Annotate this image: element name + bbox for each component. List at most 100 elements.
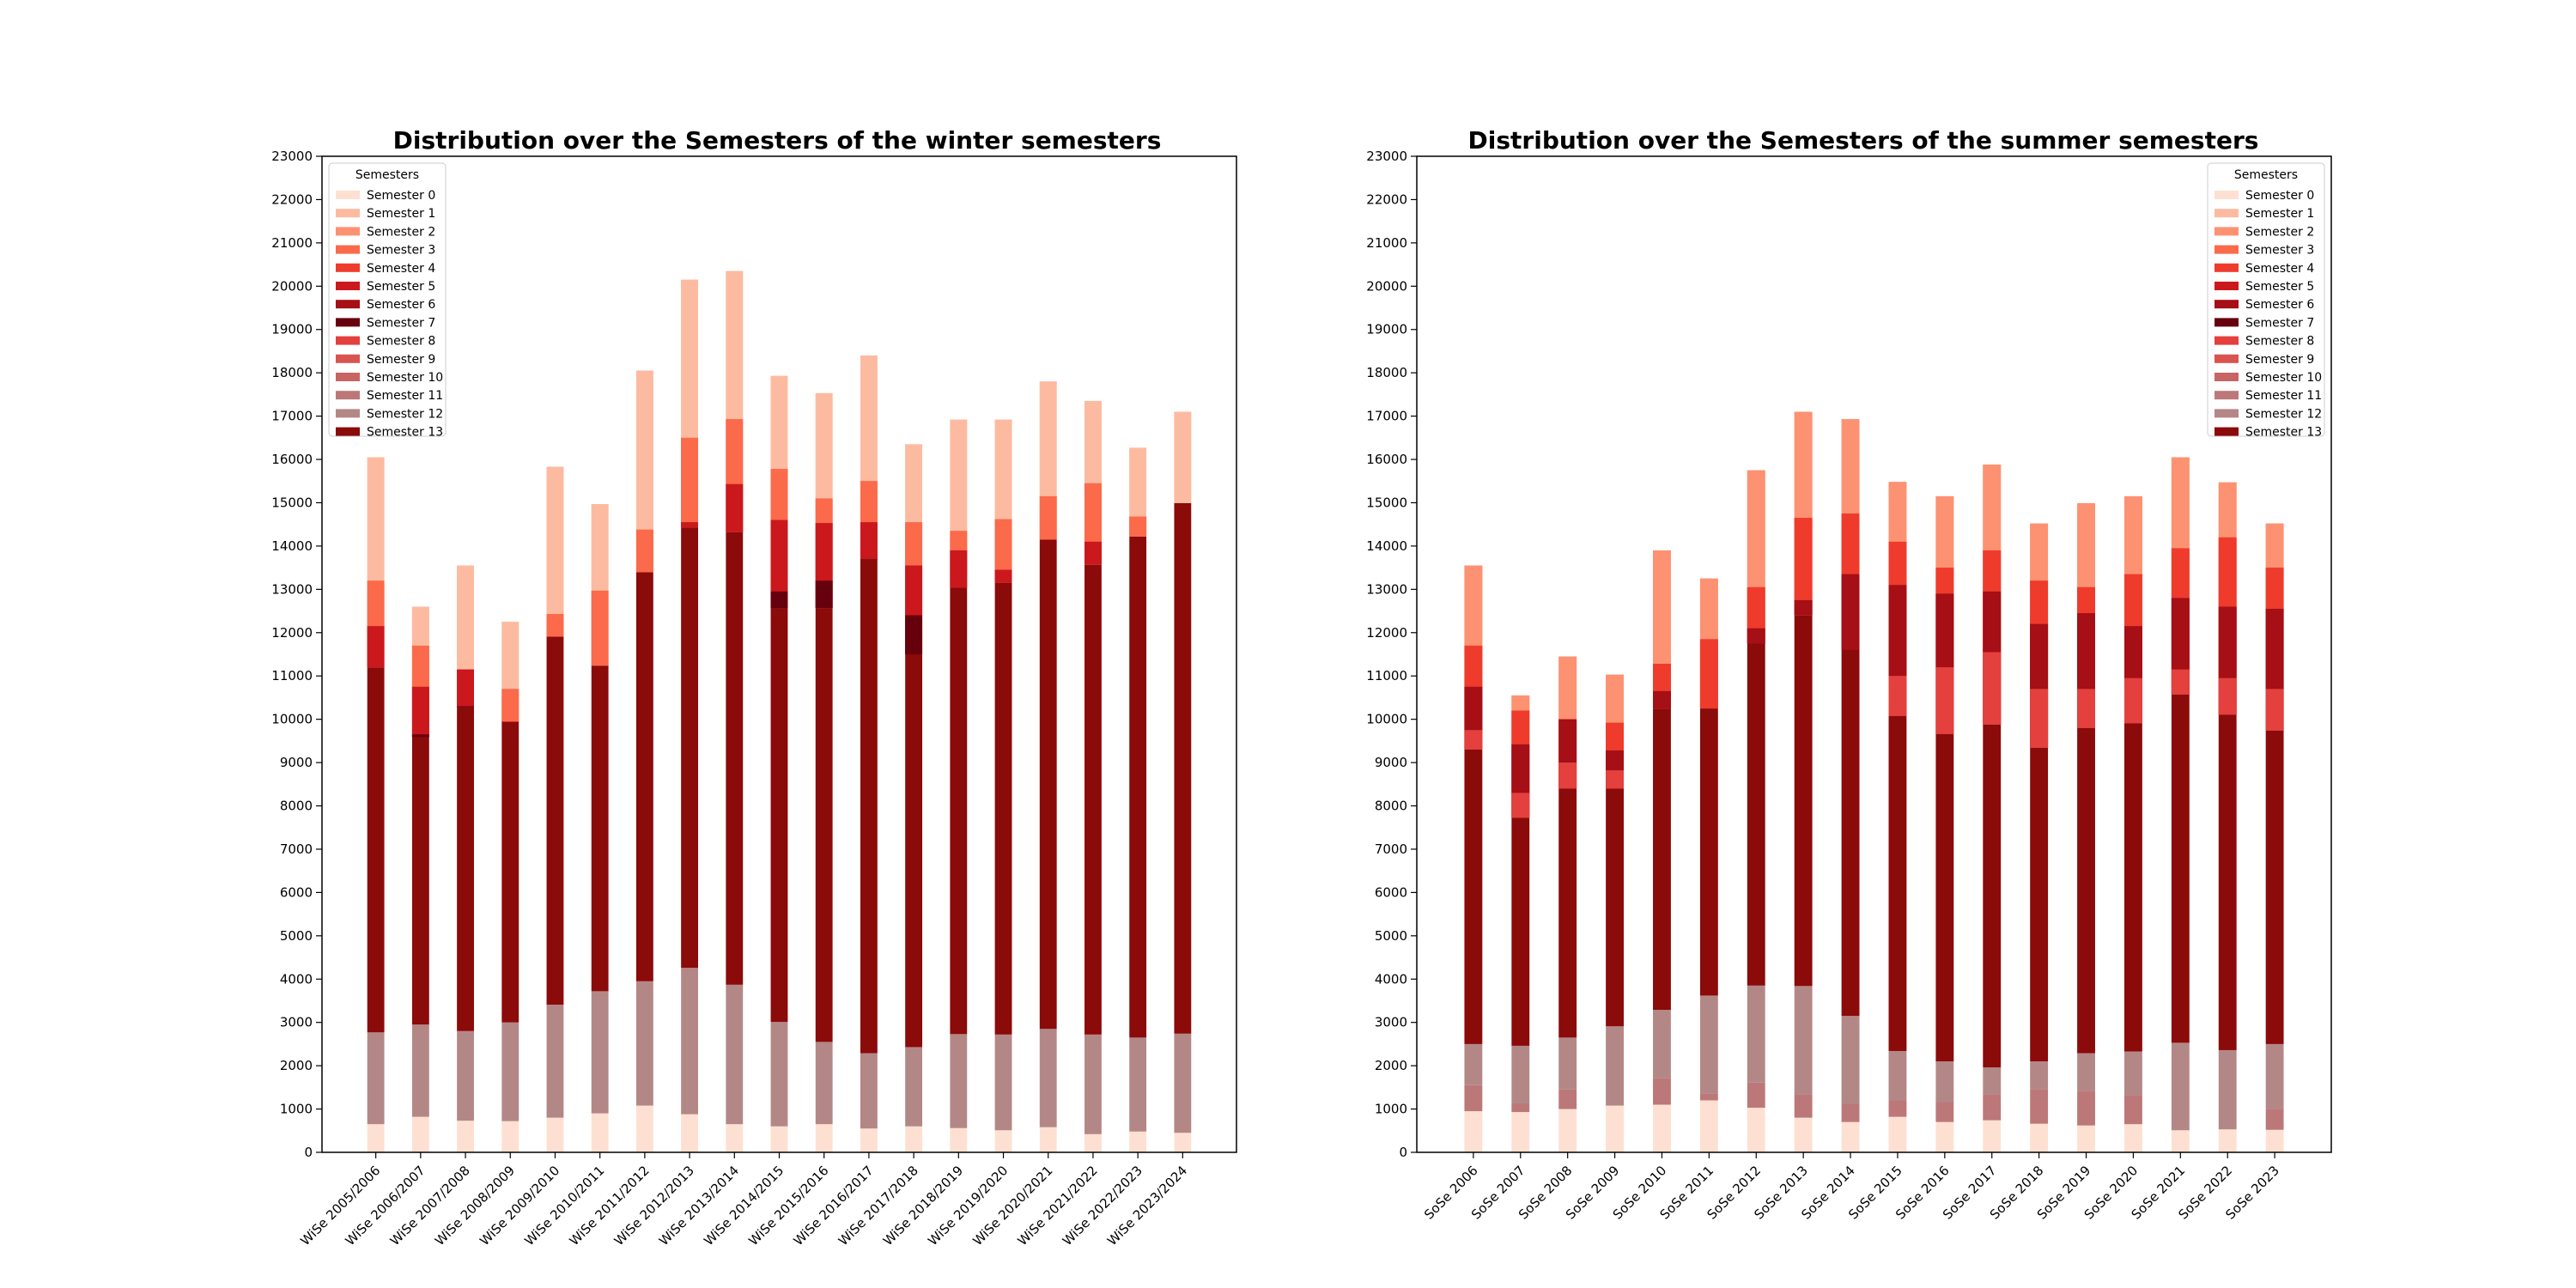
bar-segment <box>860 559 878 1054</box>
x-tick-label: WiSe 2014/2015 <box>701 1163 787 1249</box>
legend-swatch <box>2215 209 2239 218</box>
bar-segment <box>815 392 833 499</box>
y-tick-label: 11000 <box>271 668 313 683</box>
bar-segment <box>1888 585 1907 677</box>
y-tick-label: 5000 <box>280 928 313 944</box>
bar-stack <box>1039 381 1057 1152</box>
bar-segment <box>1511 1045 1530 1104</box>
summer-semesters-chart: Distribution over the Semesters of the s… <box>1366 126 2332 1223</box>
bar-segment <box>457 565 474 670</box>
bar-segment <box>1084 1133 1102 1152</box>
bar-segment <box>2077 1091 2095 1126</box>
bar-segment <box>1511 1103 1530 1113</box>
bar-segment <box>546 466 564 615</box>
bar-stack <box>1174 411 1192 1152</box>
bar-segment <box>681 437 699 523</box>
bar-segment <box>2124 723 2142 1052</box>
legend-swatch <box>336 391 360 400</box>
bar-segment <box>1935 1061 1954 1103</box>
bar-segment <box>681 968 699 1115</box>
bar-segment <box>367 1032 385 1125</box>
bar-segment <box>1983 550 2002 592</box>
legend-title: Semesters <box>2234 168 2298 182</box>
bar-segment <box>1653 1104 1671 1152</box>
y-tick-label: 4000 <box>1375 971 1407 987</box>
y-tick-label: 18000 <box>1366 365 1407 380</box>
bar-segment <box>1511 1112 1530 1152</box>
legend-item: Semester 13 <box>2215 426 2322 440</box>
bar-segment <box>591 590 609 666</box>
y-tick-label: 18000 <box>271 365 313 380</box>
bar-segment <box>681 1114 699 1152</box>
y-tick-label: 3000 <box>280 1015 313 1030</box>
legend-item: Semester 7 <box>336 316 435 330</box>
bar-stack <box>1699 578 1718 1152</box>
bar-segment <box>1935 495 1954 568</box>
bar-segment <box>815 1124 833 1152</box>
legend-swatch <box>2215 318 2239 327</box>
bar-segment <box>994 569 1012 583</box>
y-tick-label: 20000 <box>1366 278 1407 294</box>
bar-segment <box>501 622 519 690</box>
bar-segment <box>501 689 519 722</box>
bar-segment <box>2171 1042 2190 1131</box>
bar-segment <box>2030 1089 2049 1124</box>
bar-segment <box>2077 1053 2095 1091</box>
bar-segment <box>681 522 699 528</box>
bar-segment <box>2124 495 2142 574</box>
bar-segment <box>1129 1131 1147 1152</box>
legend-label: Semester 5 <box>367 280 435 294</box>
bar-segment <box>905 565 923 616</box>
bar-segment <box>501 721 519 722</box>
legend-swatch <box>2215 391 2239 400</box>
x-tick-label: WiSe 2008/2009 <box>432 1163 518 1249</box>
y-tick-label: 16000 <box>1366 452 1407 467</box>
legend-item: Semester 5 <box>336 280 435 294</box>
bar-segment <box>2171 598 2190 670</box>
y-tick-label: 14000 <box>271 538 313 554</box>
bar-segment <box>1511 695 1530 711</box>
bar-stack <box>367 457 385 1152</box>
bar-segment <box>2030 1123 2049 1152</box>
bar-segment <box>2218 714 2237 1050</box>
bar-segment <box>411 1116 429 1152</box>
bar-segment <box>2265 730 2284 1044</box>
bar-segment <box>1888 1050 1907 1101</box>
bar-segment <box>546 614 564 637</box>
bar-segment <box>1747 628 1765 644</box>
bar-segment <box>501 721 519 1023</box>
bar-stack <box>770 375 788 1152</box>
bar-segment <box>815 580 833 609</box>
legend-item: Semester 1 <box>336 207 435 221</box>
bar-segment <box>815 608 833 1042</box>
x-tick-label: WiSe 2019/2020 <box>925 1163 1011 1249</box>
legend-label: Semester 5 <box>2245 280 2314 294</box>
bar-segment <box>411 737 429 1025</box>
bar-segment <box>591 665 609 992</box>
bar-segment <box>1653 708 1671 1011</box>
bar-segment <box>1464 1111 1483 1152</box>
bar-segment <box>1464 1084 1483 1112</box>
bar-segment <box>1841 513 1860 574</box>
legend-swatch <box>336 227 360 236</box>
bar-segment <box>994 519 1012 570</box>
bar-stack <box>1511 695 1530 1152</box>
bar-segment <box>1606 788 1624 1027</box>
bar-segment <box>2265 523 2284 568</box>
y-tick-label: 1000 <box>280 1102 313 1117</box>
bar-segment <box>1841 1121 1860 1152</box>
bar-segment <box>367 457 385 581</box>
bar-segment <box>1174 1033 1192 1133</box>
x-tick-label: WiSe 2009/2010 <box>477 1163 562 1249</box>
bar-segment <box>994 1034 1012 1131</box>
legend-item: Semester 0 <box>2215 189 2314 203</box>
bar-segment <box>2030 623 2049 690</box>
bar-segment <box>905 615 923 654</box>
bar-segment <box>950 1127 968 1152</box>
legend-item: Semester 1 <box>2215 207 2314 221</box>
bar-segment <box>770 591 788 609</box>
bar-segment <box>950 550 968 588</box>
bar-segment <box>457 669 474 707</box>
bar-segment <box>1983 652 2002 725</box>
